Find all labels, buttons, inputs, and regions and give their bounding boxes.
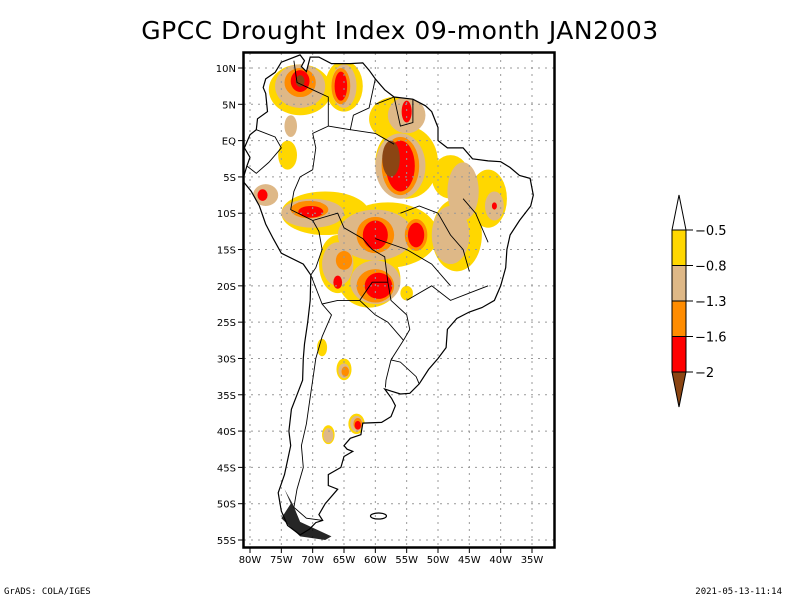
country-border [293, 274, 333, 521]
lon-tick-label: 80W [239, 555, 262, 566]
latitude-axis: 10N 5N EQ 5S 10S 15S 20S 25S 30S 35S 40S 45S 50S 55S [216, 64, 244, 547]
colorbar-top-arrow [671, 194, 687, 231]
drought-contour-3 [341, 366, 350, 377]
lon-tick-label: 60W [364, 555, 387, 566]
chilean-fjords [281, 489, 332, 540]
lat-tick-label: 15S [217, 246, 236, 257]
country-border [400, 205, 439, 214]
drought-contour-1 [317, 338, 328, 357]
drought-contour-3 [335, 250, 353, 270]
drought-contour-5 [382, 140, 400, 177]
lon-tick-label: 35W [521, 555, 544, 566]
plot-frame [242, 51, 556, 549]
country-border [390, 359, 420, 385]
drought-contour-4 [491, 202, 497, 210]
footer-timestamp: 2021-05-13-11:14 [695, 587, 782, 597]
drought-contour-4 [333, 275, 343, 289]
country-border [393, 96, 414, 127]
colorbar-label: −0.8 [695, 260, 727, 275]
colorbar-segment [671, 300, 687, 337]
country-border [350, 129, 395, 145]
lat-tick-label: 50S [217, 500, 236, 511]
coastlines-borders [244, 54, 534, 540]
country-border [293, 60, 329, 170]
longitude-axis: 80W 75W 70W 65W 60W 55W 50W 45W 40W 35W [239, 547, 544, 566]
lat-tick-label: 10N [216, 64, 236, 75]
drought-contour-5 [295, 75, 305, 87]
country-border [437, 212, 470, 272]
lon-tick-label: 50W [427, 555, 450, 566]
lat-tick-label: 5S [223, 173, 236, 184]
colorbar-legend: −0.5 −0.8 −1.3 −1.6 −2 [671, 194, 727, 408]
country-border [246, 129, 282, 174]
colorbar-bottom-arrow [671, 371, 687, 408]
chart-title: GPCC Drought Index 09-month JAN2003 [141, 16, 659, 45]
lon-tick-label: 40W [489, 555, 512, 566]
footer-credit: GrADS: COLA/IGES [4, 587, 91, 597]
drought-contour-2 [284, 115, 297, 137]
drought-contour-4 [257, 189, 268, 201]
lat-tick-label: 55S [217, 536, 236, 547]
country-border [462, 198, 489, 243]
lon-tick-label: 75W [270, 555, 293, 566]
lon-tick-label: 65W [333, 555, 356, 566]
lat-tick-label: 20S [217, 282, 236, 293]
drought-contour-4 [298, 205, 324, 218]
drought-contour-1 [278, 140, 297, 170]
drought-contour-2 [323, 428, 334, 443]
lon-tick-label: 55W [395, 555, 418, 566]
colorbar-segment [671, 229, 687, 266]
shading-land [253, 60, 507, 445]
colorbar-label: −2 [695, 366, 714, 381]
falkland-islands [369, 512, 388, 520]
drought-contour-4 [401, 100, 412, 123]
country-border [406, 285, 489, 301]
drought-contour-4 [354, 420, 361, 430]
colorbar-segment [671, 265, 687, 302]
lat-tick-label: 35S [217, 391, 236, 402]
lat-tick-label: EQ [222, 137, 236, 148]
colorbar-label: −1.3 [695, 295, 727, 310]
country-border [328, 78, 376, 131]
drought-contour-4 [334, 71, 348, 101]
colorbar-segment [671, 336, 687, 373]
country-border [384, 359, 392, 388]
lat-tick-label: 25S [217, 318, 236, 329]
colorbar-label: −1.6 [695, 331, 727, 346]
country-border [375, 96, 395, 105]
lat-tick-label: 10S [217, 209, 236, 220]
lat-tick-label: 45S [217, 463, 236, 474]
lat-tick-label: 5N [222, 100, 236, 111]
drought-shading [253, 60, 507, 445]
country-border [312, 212, 411, 361]
lat-tick-label: 30S [217, 354, 236, 365]
country-border [375, 238, 451, 287]
colorbar-label: −0.5 [695, 224, 727, 239]
drought-contour-1 [400, 285, 413, 301]
lat-tick-label: 40S [217, 427, 236, 438]
lon-tick-label: 45W [458, 555, 481, 566]
country-border [359, 300, 404, 341]
lon-tick-label: 70W [301, 555, 324, 566]
drought-contour-4 [407, 222, 425, 248]
